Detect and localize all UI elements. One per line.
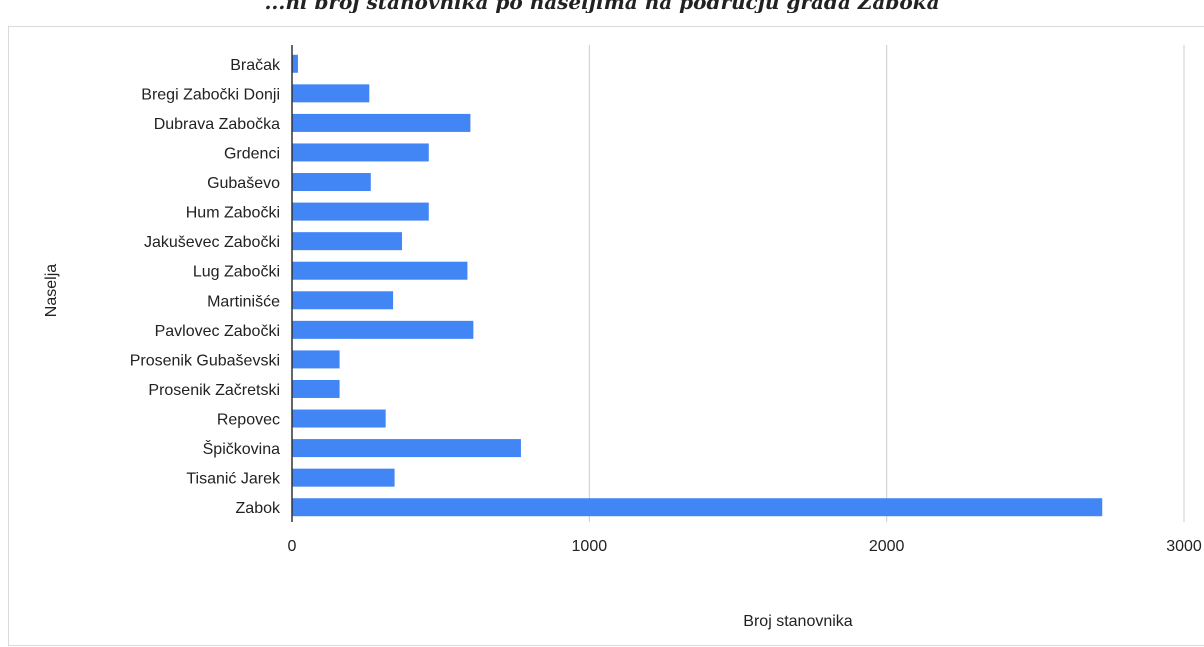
bar[interactable] [292, 350, 340, 369]
category-label: Repovec [217, 412, 280, 429]
bar[interactable] [292, 261, 468, 280]
bar[interactable] [292, 232, 403, 251]
x-tick-label: 1000 [572, 538, 608, 555]
chart-caption: ...ni broj stanovnika po naseljima na po… [264, 0, 940, 13]
category-label: Špičkovina [203, 439, 280, 458]
chart-area: Bračak Bregi Zabočki Donji Dubrava Zabočka… [8, 26, 1204, 646]
bar[interactable] [292, 498, 1103, 517]
category-label: Martinišće [207, 293, 280, 310]
bar[interactable] [292, 468, 395, 487]
x-tick-labels: 0 1000 2000 3000 [288, 538, 1202, 555]
category-label: Zabok [236, 500, 281, 517]
category-label: Jakuševec Zabočki [144, 234, 280, 251]
bars [292, 54, 1103, 517]
y-axis-title: Naselja [43, 264, 60, 317]
bar[interactable] [292, 173, 371, 192]
category-label: Dubrava Zabočka [154, 116, 280, 133]
bar[interactable] [292, 113, 471, 132]
bar[interactable] [292, 379, 340, 398]
category-label: Pavlovec Zabočki [155, 323, 280, 340]
bar[interactable] [292, 54, 298, 73]
category-label: Gubaševo [207, 175, 280, 192]
bar[interactable] [292, 439, 521, 458]
bar[interactable] [292, 143, 429, 162]
x-tick-label: 2000 [869, 538, 905, 555]
category-label: Lug Zabočki [193, 264, 280, 281]
bar[interactable] [292, 84, 370, 103]
category-label: Tisanić Jarek [186, 471, 281, 488]
bar[interactable] [292, 202, 429, 221]
bar[interactable] [292, 409, 386, 428]
bar[interactable] [292, 291, 394, 310]
x-tick-label: 3000 [1166, 538, 1202, 555]
gridlines [588, 45, 1185, 522]
category-label: Bračak [230, 57, 281, 74]
bar[interactable] [292, 320, 474, 339]
category-labels: Bračak Bregi Zabočki Donji Dubrava Zabočka… [130, 57, 281, 517]
bar-chart: Bračak Bregi Zabočki Donji Dubrava Zabočka… [43, 45, 1202, 630]
x-axis-title: Broj stanovnika [743, 613, 852, 630]
category-label: Grdenci [224, 145, 280, 162]
category-label: Bregi Zabočki Donji [141, 86, 280, 103]
x-tick-label: 0 [288, 538, 297, 555]
category-label: Prosenik Začretski [148, 382, 280, 399]
category-label: Prosenik Gubaševski [130, 352, 280, 369]
category-label: Hum Zabočki [186, 205, 280, 222]
